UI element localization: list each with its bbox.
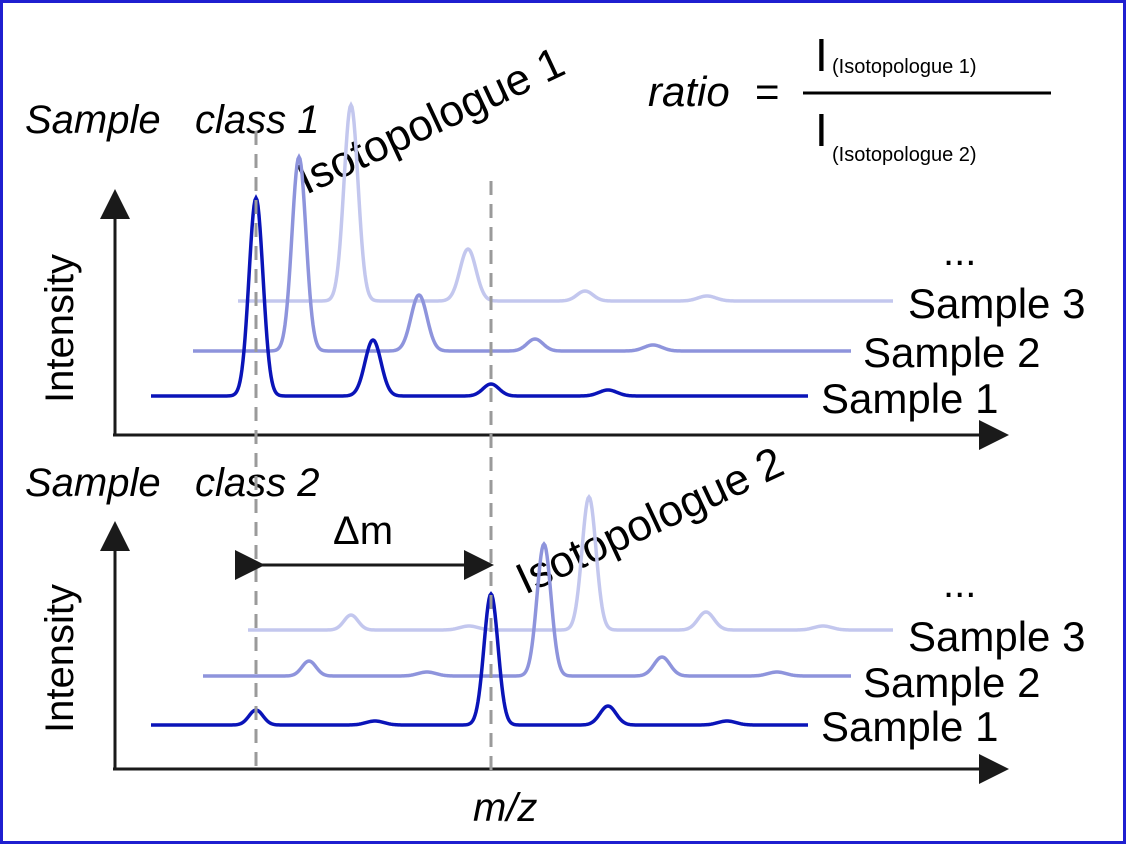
panel1-sample1-spectrum — [151, 194, 808, 398]
panel-sample-class-1: Sample class 1 Intensity Isotopologue 1 … — [25, 38, 1085, 450]
panel2-y-axis-label: Intensity — [38, 584, 82, 733]
panel2-sample2-spectrum — [203, 541, 851, 678]
panel2-sample1-spectrum — [151, 591, 808, 727]
formula-denominator: I — [815, 104, 828, 156]
panel1-sample2-label: Sample 2 — [863, 329, 1040, 376]
panel1-sample1-label: Sample 1 — [821, 375, 998, 422]
delta-m-label: Δm — [333, 509, 393, 553]
formula-denominator-subscript: (Isotopologue 2) — [832, 144, 977, 166]
panel1-sample2-spectrum — [193, 153, 851, 353]
panel2-sample3-spectrum — [248, 494, 893, 632]
panel2-ellipsis: ... — [943, 562, 976, 606]
panel2-sample2-label: Sample 2 — [863, 659, 1040, 706]
ratio-formula: ratio = I (Isotopologue 1) I (Isotopolog… — [648, 29, 1051, 166]
panel1-y-axis-label: Intensity — [38, 254, 82, 403]
panel2-class-label-sample: Sample — [25, 461, 161, 505]
panel1-sample3-spectrum — [238, 101, 893, 303]
panel2-sample1-label: Sample 1 — [821, 703, 998, 750]
panel2-sample3-label: Sample 3 — [908, 613, 1085, 660]
panel1-class-label-sample: Sample — [25, 98, 161, 142]
panel-sample-class-2: Sample class 2 Intensity Isotopologue 2 … — [25, 438, 1085, 784]
panel1-sample3-label: Sample 3 — [908, 280, 1085, 327]
panel1-isotopologue-label: Isotopologue 1 — [290, 38, 572, 204]
formula-numerator: I — [815, 29, 828, 81]
panel1-ellipsis: ... — [943, 230, 976, 274]
isotopologue-ratio-diagram: ratio = I (Isotopologue 1) I (Isotopolog… — [25, 29, 1085, 830]
x-axis-label: m/z — [473, 786, 537, 830]
formula-numerator-subscript: (Isotopologue 1) — [832, 56, 977, 78]
formula-ratio-label: ratio — [648, 68, 730, 115]
formula-equals: = — [755, 68, 780, 115]
